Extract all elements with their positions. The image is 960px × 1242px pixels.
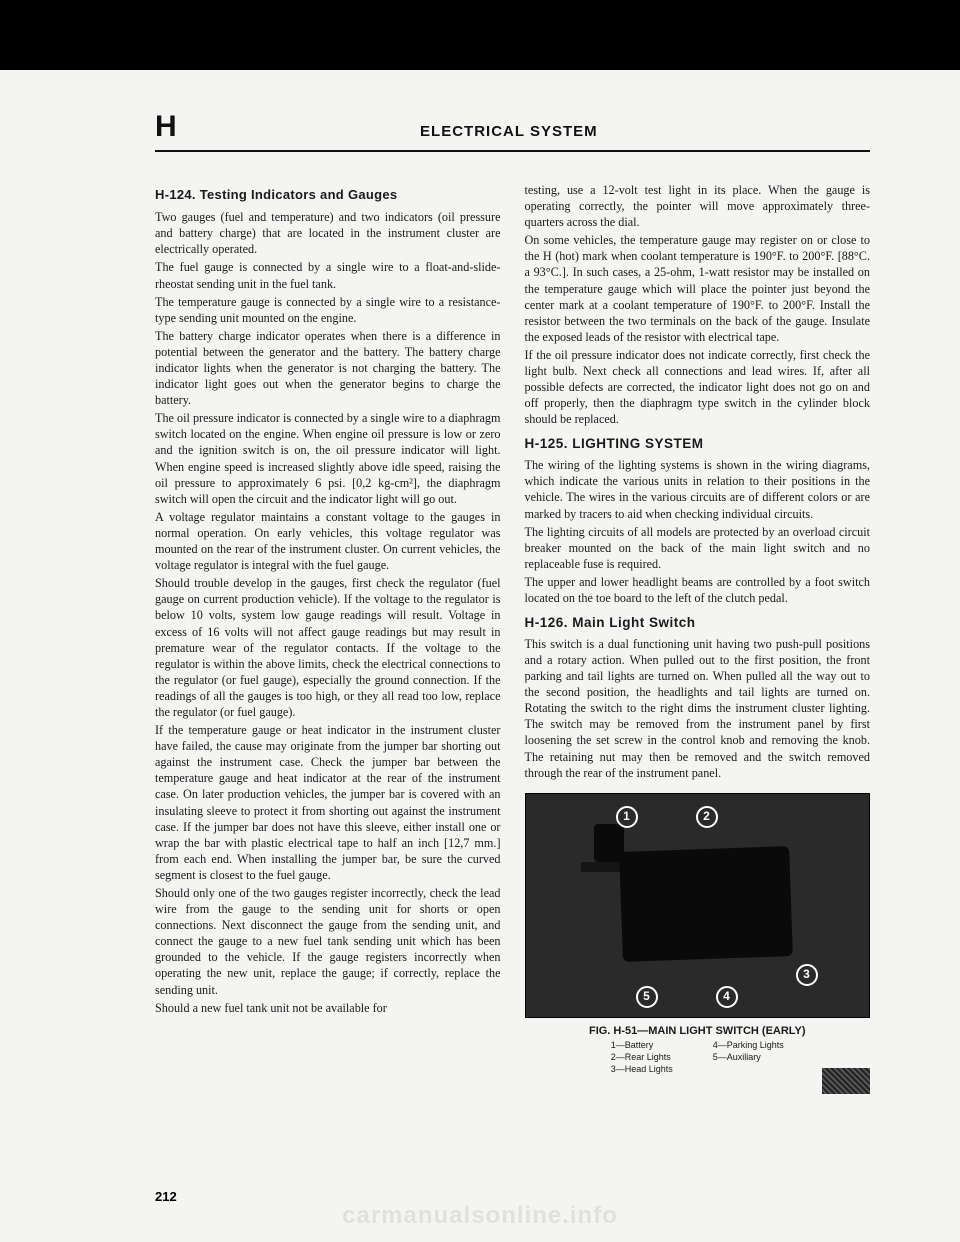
body-text: The oil pressure indicator is connected … xyxy=(155,410,501,507)
body-text: Should a new fuel tank unit not be avail… xyxy=(155,1000,501,1016)
heading-h124: H-124. Testing Indicators and Gauges xyxy=(155,186,501,203)
legend-item: 4—Parking Lights xyxy=(713,1040,784,1052)
body-text: This switch is a dual functioning unit h… xyxy=(525,636,871,781)
legend-item: 2—Rear Lights xyxy=(611,1052,673,1064)
legend-item: 3—Head Lights xyxy=(611,1064,673,1076)
legend-right: 4—Parking Lights 5—Auxiliary xyxy=(713,1040,784,1075)
figure-caption: FIG. H-51—MAIN LIGHT SWITCH (EARLY) xyxy=(525,1024,871,1039)
callout-3: 3 xyxy=(796,964,818,986)
switch-body-shape xyxy=(619,846,793,962)
content-area: H ELECTRICAL SYSTEM H-124. Testing Indic… xyxy=(0,70,960,1095)
corner-texture xyxy=(822,1068,870,1094)
heading-h126: H-126. Main Light Switch xyxy=(525,614,871,632)
heading-h125: H-125. LIGHTING SYSTEM xyxy=(525,435,871,453)
page-container: H ELECTRICAL SYSTEM H-124. Testing Indic… xyxy=(0,0,960,1242)
left-column: H-124. Testing Indicators and Gauges Two… xyxy=(155,182,501,1075)
body-text: If the oil pressure indicator does not i… xyxy=(525,347,871,427)
body-text: On some vehicles, the temperature gauge … xyxy=(525,232,871,345)
body-text: The fuel gauge is connected by a single … xyxy=(155,259,501,291)
body-text: Two gauges (fuel and temperature) and tw… xyxy=(155,209,501,257)
legend-item: 5—Auxiliary xyxy=(713,1052,784,1064)
callout-4: 4 xyxy=(716,986,738,1008)
figure-legend: 1—Battery 2—Rear Lights 3—Head Lights 4—… xyxy=(525,1040,871,1075)
figure-h51: 1 2 3 4 5 xyxy=(525,793,871,1018)
body-text: The battery charge indicator operates wh… xyxy=(155,328,501,408)
page-header: H ELECTRICAL SYSTEM xyxy=(155,110,870,152)
body-text: The lighting circuits of all models are … xyxy=(525,524,871,572)
callout-2: 2 xyxy=(696,806,718,828)
body-text: Should trouble develop in the gauges, fi… xyxy=(155,575,501,720)
callout-1: 1 xyxy=(616,806,638,828)
body-text: testing, use a 12-volt test light in its… xyxy=(525,182,871,230)
two-column-layout: H-124. Testing Indicators and Gauges Two… xyxy=(155,182,870,1075)
header-title: ELECTRICAL SYSTEM xyxy=(148,123,870,140)
right-column: testing, use a 12-volt test light in its… xyxy=(525,182,871,1075)
body-text: The temperature gauge is connected by a … xyxy=(155,294,501,326)
body-text: Should only one of the two gauges regist… xyxy=(155,885,501,998)
body-text: If the temperature gauge or heat indicat… xyxy=(155,722,501,883)
body-text: The upper and lower headlight beams are … xyxy=(525,574,871,606)
callout-5: 5 xyxy=(636,986,658,1008)
black-top-bar xyxy=(0,0,960,70)
body-text: A voltage regulator maintains a constant… xyxy=(155,509,501,573)
watermark: carmanualsonline.info xyxy=(0,1202,960,1230)
body-text: The wiring of the lighting systems is sh… xyxy=(525,457,871,521)
legend-item: 1—Battery xyxy=(611,1040,673,1052)
legend-left: 1—Battery 2—Rear Lights 3—Head Lights xyxy=(611,1040,673,1075)
